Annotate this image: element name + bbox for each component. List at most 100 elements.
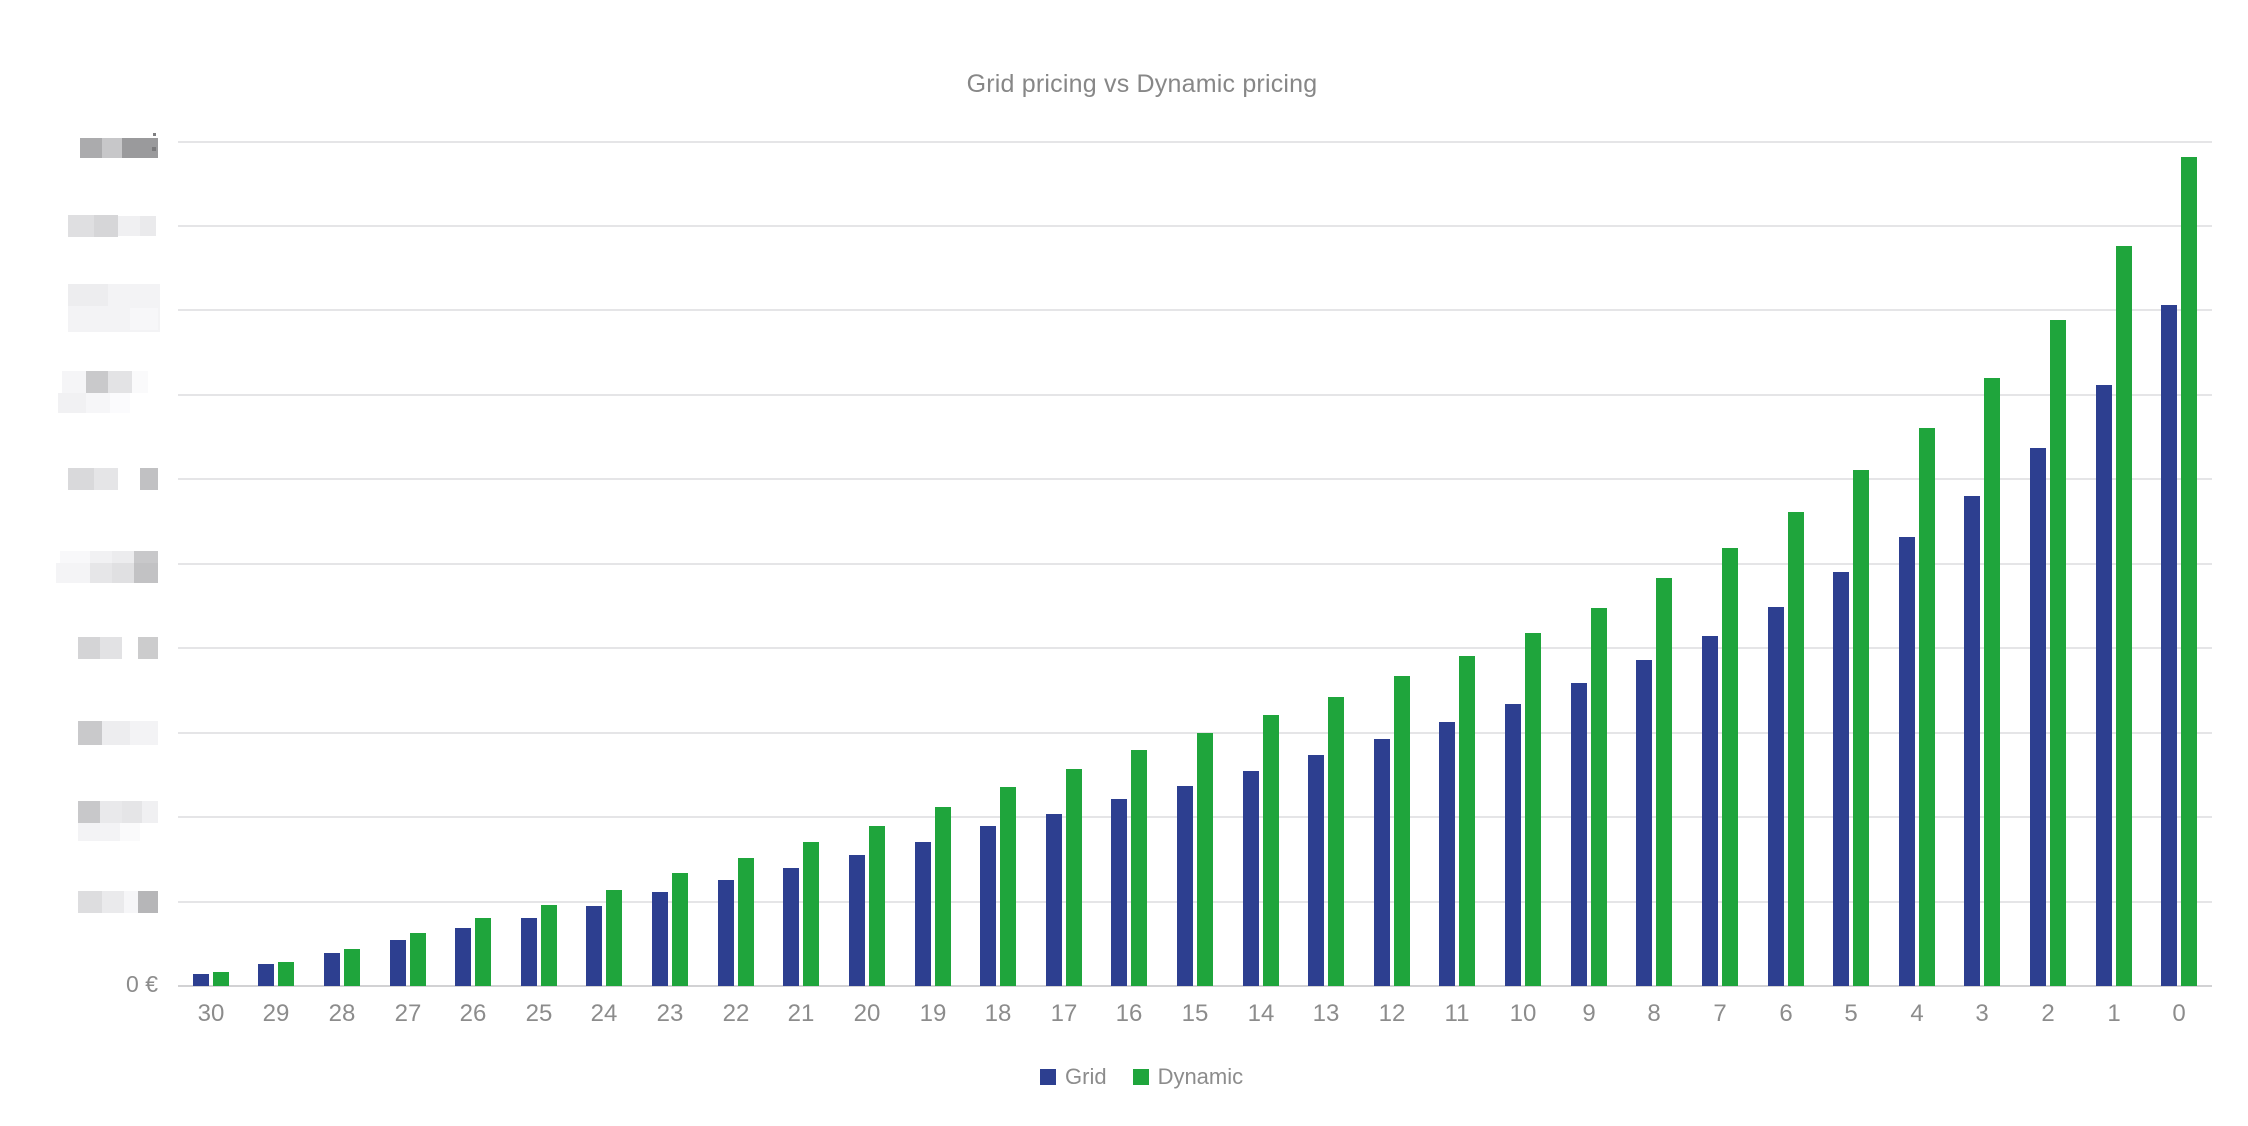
- x-axis-label-9: 9: [1582, 1000, 1596, 1027]
- bar-grid-5[interactable]: [1833, 572, 1849, 986]
- gridline: [178, 562, 2212, 565]
- x-axis-label-30: 30: [197, 1000, 225, 1027]
- bar-grid-8[interactable]: [1636, 660, 1652, 986]
- x-axis-label-17: 17: [1050, 1000, 1078, 1027]
- bar-dynamic-26[interactable]: [475, 918, 491, 986]
- y-axis-redacted-label-tile: [138, 890, 158, 913]
- x-axis-label-18: 18: [984, 1000, 1012, 1027]
- bar-grid-10[interactable]: [1505, 704, 1521, 986]
- y-axis-redacted-label-tile: [58, 392, 86, 413]
- y-axis-redacted-label-tile: [122, 137, 158, 158]
- bar-grid-11[interactable]: [1439, 722, 1455, 986]
- legend-item-dynamic[interactable]: Dynamic: [1132, 1064, 1243, 1090]
- chart-title: Grid pricing vs Dynamic pricing: [966, 70, 1318, 98]
- bar-dynamic-16[interactable]: [1131, 750, 1147, 986]
- y-axis-redacted-label-tile: [68, 284, 108, 307]
- bar-dynamic-0[interactable]: [2181, 157, 2197, 986]
- bar-dynamic-10[interactable]: [1525, 633, 1541, 986]
- y-axis-redacted-label-tile: [68, 214, 94, 237]
- y-axis-redacted-label-tile: [153, 132, 156, 136]
- bar-grid-22[interactable]: [718, 880, 734, 986]
- bar-dynamic-24[interactable]: [606, 890, 622, 986]
- bar-dynamic-8[interactable]: [1656, 578, 1672, 986]
- x-axis-label-15: 15: [1181, 1000, 1209, 1027]
- bar-grid-16[interactable]: [1111, 799, 1127, 986]
- bar-grid-19[interactable]: [915, 842, 931, 986]
- bar-grid-7[interactable]: [1702, 636, 1718, 986]
- bar-dynamic-27[interactable]: [410, 933, 426, 986]
- bar-dynamic-30[interactable]: [213, 972, 229, 986]
- bar-dynamic-7[interactable]: [1722, 548, 1738, 986]
- bar-grid-21[interactable]: [783, 868, 799, 986]
- bar-grid-12[interactable]: [1374, 739, 1390, 986]
- y-axis-redacted-label-tile: [140, 468, 158, 491]
- gridline: [178, 393, 2212, 396]
- bar-dynamic-18[interactable]: [1000, 787, 1016, 986]
- y-axis-redacted-label-tile: [130, 308, 158, 331]
- bar-grid-30[interactable]: [193, 974, 209, 986]
- y-axis-redacted-label-tile: [80, 137, 102, 158]
- y-axis-redacted-label-tile: [134, 562, 158, 583]
- bar-grid-20[interactable]: [849, 855, 865, 986]
- bar-grid-24[interactable]: [586, 906, 602, 986]
- x-axis-label-16: 16: [1115, 1000, 1143, 1027]
- bar-grid-9[interactable]: [1571, 683, 1587, 986]
- bar-dynamic-28[interactable]: [344, 949, 360, 986]
- bar-grid-26[interactable]: [455, 928, 471, 986]
- bar-grid-18[interactable]: [980, 826, 996, 986]
- y-axis-redacted-label-tile: [100, 801, 122, 824]
- bar-dynamic-29[interactable]: [278, 962, 294, 986]
- bar-dynamic-9[interactable]: [1591, 608, 1607, 986]
- y-axis-redacted-label-tile: [134, 550, 158, 563]
- y-axis-redacted-label-tile: [78, 823, 120, 842]
- y-axis-redacted-label-tile: [78, 637, 100, 660]
- bar-dynamic-2[interactable]: [2050, 320, 2066, 986]
- bar-grid-14[interactable]: [1243, 771, 1259, 986]
- bar-grid-4[interactable]: [1899, 537, 1915, 986]
- bar-grid-27[interactable]: [390, 940, 406, 986]
- bar-grid-25[interactable]: [521, 918, 537, 986]
- bar-grid-13[interactable]: [1308, 755, 1324, 986]
- bar-dynamic-12[interactable]: [1394, 676, 1410, 986]
- bar-grid-1[interactable]: [2096, 385, 2112, 986]
- bar-grid-17[interactable]: [1046, 814, 1062, 986]
- x-axis-label-2: 2: [2041, 1000, 2055, 1027]
- dynamic-series-swatch-icon: [1132, 1069, 1149, 1085]
- bar-dynamic-5[interactable]: [1853, 470, 1869, 986]
- bar-grid-23[interactable]: [652, 892, 668, 986]
- bar-dynamic-17[interactable]: [1066, 769, 1082, 986]
- bar-dynamic-13[interactable]: [1328, 697, 1344, 986]
- x-axis-label-1: 1: [2107, 1000, 2121, 1027]
- bar-grid-0[interactable]: [2161, 305, 2177, 986]
- bar-dynamic-19[interactable]: [935, 807, 951, 986]
- bar-dynamic-1[interactable]: [2116, 246, 2132, 986]
- bar-grid-6[interactable]: [1768, 607, 1784, 986]
- bar-dynamic-3[interactable]: [1984, 378, 2000, 986]
- y-axis-redacted-label-tile: [94, 214, 118, 237]
- x-axis-label-27: 27: [394, 1000, 422, 1027]
- y-axis-redacted-label-tile: [100, 637, 122, 660]
- bar-dynamic-23[interactable]: [672, 873, 688, 986]
- bar-dynamic-22[interactable]: [738, 858, 754, 986]
- x-axis-label-13: 13: [1312, 1000, 1340, 1027]
- bar-dynamic-25[interactable]: [541, 905, 557, 986]
- x-axis-line: [178, 985, 2212, 987]
- bar-dynamic-6[interactable]: [1788, 512, 1804, 986]
- bar-dynamic-21[interactable]: [803, 842, 819, 986]
- bar-grid-15[interactable]: [1177, 786, 1193, 986]
- bar-dynamic-20[interactable]: [869, 826, 885, 986]
- bar-dynamic-11[interactable]: [1459, 656, 1475, 986]
- x-axis-label-26: 26: [459, 1000, 487, 1027]
- y-axis-redacted-label-tile: [124, 890, 138, 913]
- bar-grid-28[interactable]: [324, 953, 340, 986]
- gridline: [178, 224, 2212, 227]
- y-axis-redacted-label-tile: [152, 146, 156, 151]
- bar-dynamic-15[interactable]: [1197, 733, 1213, 986]
- bar-grid-3[interactable]: [1964, 496, 1980, 986]
- legend-item-grid[interactable]: Grid: [1040, 1064, 1107, 1090]
- bar-dynamic-14[interactable]: [1263, 715, 1279, 986]
- bar-dynamic-4[interactable]: [1919, 428, 1935, 986]
- grid-series-swatch-icon: [1040, 1069, 1056, 1085]
- bar-grid-2[interactable]: [2030, 448, 2046, 986]
- bar-grid-29[interactable]: [258, 964, 274, 986]
